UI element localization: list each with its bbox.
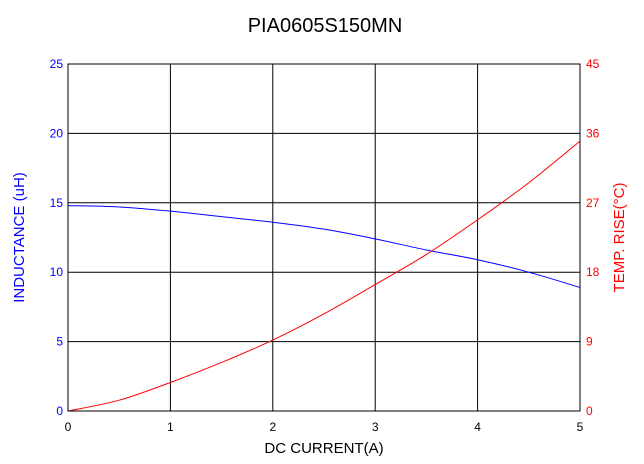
x-tick-label: 4 bbox=[474, 420, 481, 434]
y-left-tick-label: 10 bbox=[50, 265, 64, 279]
y-right-tick-label: 45 bbox=[586, 57, 600, 71]
x-tick-label: 2 bbox=[269, 420, 276, 434]
y-left-axis-label: INDUCTANCE (uH) bbox=[11, 172, 28, 303]
x-tick-label: 3 bbox=[372, 420, 379, 434]
x-tick-label: 0 bbox=[65, 420, 72, 434]
y-left-tick-label: 25 bbox=[50, 57, 64, 71]
y-left-tick-label: 15 bbox=[50, 196, 64, 210]
x-tick-label: 5 bbox=[577, 420, 584, 434]
y-right-tick-label: 9 bbox=[586, 335, 593, 349]
y-right-tick-label: 18 bbox=[586, 265, 600, 279]
chart-title: PIA0605S150MN bbox=[248, 15, 403, 37]
series-layer bbox=[67, 140, 581, 412]
x-axis-label: DC CURRENT(A) bbox=[264, 440, 383, 457]
plot-frame bbox=[67, 63, 581, 412]
y-right-tick-label: 36 bbox=[586, 126, 600, 140]
y-left-tick-label: 0 bbox=[56, 404, 63, 418]
y-right-axis-label: TEMP. RISE(°C) bbox=[611, 183, 628, 293]
y-right-tick-label: 0 bbox=[586, 404, 593, 418]
inductance-line bbox=[67, 205, 581, 288]
x-tick-label: 1 bbox=[167, 420, 174, 434]
grid bbox=[68, 64, 580, 411]
temp-rise-line bbox=[67, 140, 581, 412]
y-left-tick-label: 20 bbox=[50, 126, 64, 140]
y-right-tick-label: 27 bbox=[586, 196, 600, 210]
y-left-tick-label: 5 bbox=[56, 335, 63, 349]
